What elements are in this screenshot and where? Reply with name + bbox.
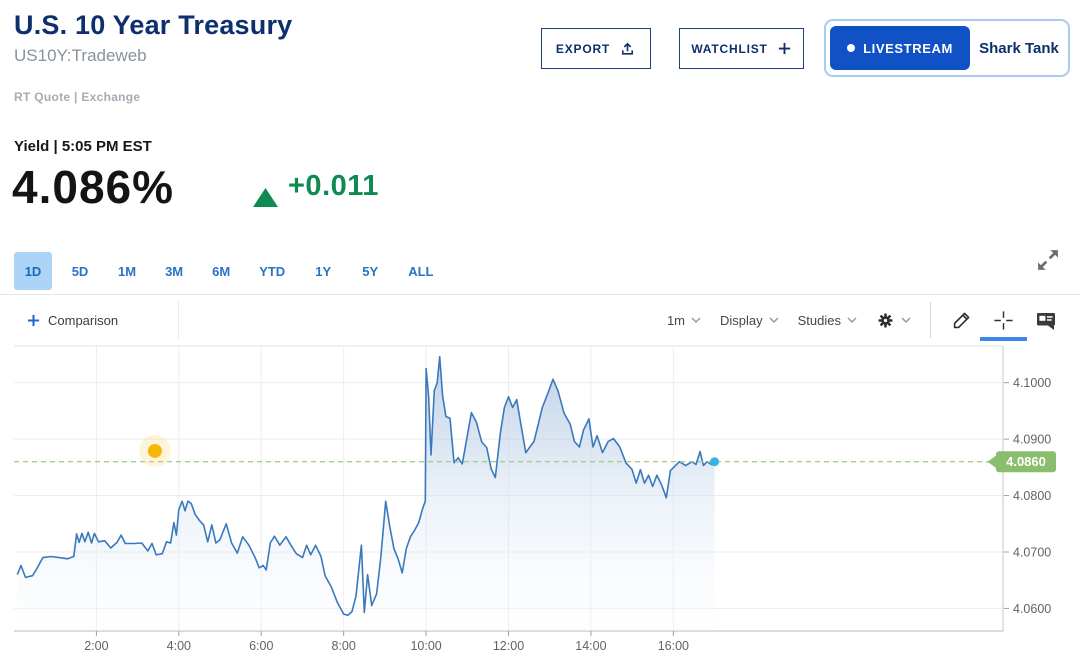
x-axis-label: 12:00 — [493, 639, 524, 653]
tab-1m[interactable]: 1M — [118, 263, 137, 279]
comparison-label: Comparison — [48, 312, 119, 328]
draw-tool-button[interactable] — [950, 295, 973, 345]
livestream-button-label: LIVESTREAM — [863, 40, 953, 56]
tab-ytd[interactable]: YTD — [259, 263, 286, 279]
livestream-button[interactable]: LIVESTREAM — [830, 26, 970, 70]
page-title: U.S. 10 Year Treasury — [14, 10, 293, 40]
chart-toolbar: 1m Display Studies — [667, 295, 1058, 345]
pencil-icon — [953, 312, 970, 328]
current-yield-value: 4.086% — [12, 161, 175, 213]
toolbar-divider — [930, 302, 931, 338]
display-dropdown[interactable]: Display — [720, 295, 779, 345]
current-value-tag-label: 4.0860 — [1006, 454, 1046, 469]
event-marker-dot[interactable] — [147, 443, 162, 458]
studies-dropdown[interactable]: Studies — [798, 295, 857, 345]
chevron-down-icon — [691, 317, 701, 323]
x-axis-label: 4:00 — [167, 639, 191, 653]
watchlist-button[interactable]: WATCHLIST — [679, 28, 804, 69]
live-dot-icon — [847, 44, 856, 52]
x-axis-label: 8:00 — [331, 639, 355, 653]
interval-dropdown[interactable]: 1m — [667, 295, 701, 345]
chevron-down-icon — [769, 317, 779, 323]
tab-1d[interactable]: 1D — [14, 252, 52, 290]
current-value-tag-arrow — [987, 455, 997, 469]
series-area-fill — [17, 356, 715, 631]
export-share-icon — [622, 42, 634, 55]
last-price-dot — [710, 457, 720, 467]
y-axis-label: 4.0900 — [1013, 433, 1051, 447]
chart-settings-dropdown[interactable] — [876, 295, 911, 345]
chevron-down-icon — [901, 317, 911, 323]
comment-note-icon — [1037, 313, 1055, 330]
x-axis-label: 10:00 — [410, 639, 441, 653]
add-comparison-button[interactable]: Comparison — [27, 295, 118, 345]
livestream-show-title[interactable]: Shark Tank — [979, 39, 1059, 57]
x-axis-label: 14:00 — [575, 639, 606, 653]
chevron-down-icon — [847, 317, 857, 323]
change-value: +0.011 — [288, 170, 379, 202]
toolbar-divider — [178, 301, 179, 339]
series-line — [16, 355, 716, 616]
expand-chart-button[interactable] — [1034, 246, 1062, 274]
y-axis-label: 4.0800 — [1013, 489, 1051, 503]
field-and-time-label: Yield | 5:05 PM EST — [14, 138, 152, 155]
plus-icon — [27, 314, 40, 326]
tab-1y[interactable]: 1Y — [315, 263, 332, 279]
header-divider — [0, 294, 1080, 295]
time-range-tabs: 1D 5D 1M 3M 6M YTD 1Y 5Y ALL — [14, 252, 443, 290]
annotations-button[interactable] — [1034, 295, 1058, 345]
x-axis-label: 2:00 — [84, 639, 108, 653]
export-button-label: EXPORT — [555, 41, 611, 56]
y-axis-label: 4.0700 — [1013, 545, 1051, 559]
current-value-tag — [996, 451, 1056, 473]
expand-arrows-icon — [1038, 250, 1058, 270]
plus-icon — [778, 42, 790, 55]
tab-6m[interactable]: 6M — [212, 263, 231, 279]
crosshair-tool-button[interactable] — [980, 295, 1027, 345]
export-button[interactable]: EXPORT — [541, 28, 651, 69]
x-axis-label: 16:00 — [658, 639, 689, 653]
display-label: Display — [720, 312, 763, 328]
y-axis-label: 4.1000 — [1013, 376, 1051, 390]
up-arrow-icon — [253, 188, 278, 207]
tab-5d[interactable]: 5D — [71, 263, 89, 279]
quote-type-label: RT Quote | Exchange — [14, 90, 141, 104]
watchlist-button-label: WATCHLIST — [691, 41, 768, 56]
x-axis-label: 6:00 — [249, 639, 273, 653]
livestream-group: LIVESTREAM Shark Tank — [824, 19, 1070, 77]
gear-icon — [878, 313, 893, 327]
tab-5y[interactable]: 5Y — [362, 263, 379, 279]
tab-3m[interactable]: 3M — [165, 263, 184, 279]
tab-all[interactable]: ALL — [408, 263, 434, 279]
studies-label: Studies — [797, 312, 841, 328]
y-axis-label: 4.0600 — [1013, 602, 1051, 616]
instrument-symbol: US10Y:Tradeweb — [14, 46, 147, 65]
crosshair-icon — [994, 310, 1013, 330]
interval-value: 1m — [666, 312, 685, 328]
